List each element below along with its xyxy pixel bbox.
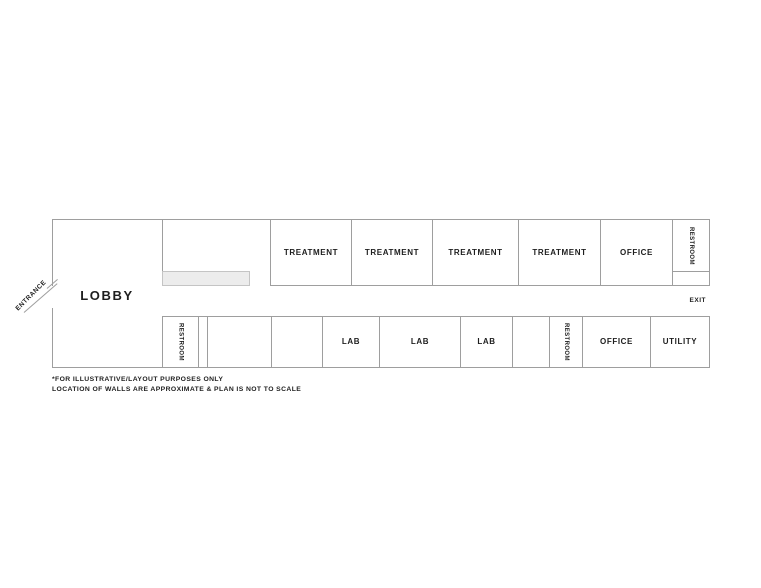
wall-segment [271, 316, 272, 368]
wall-segment [270, 285, 710, 286]
wall-segment [52, 367, 709, 368]
room-label-lab-3: LAB [477, 337, 496, 346]
reception-counter [162, 271, 250, 286]
room-label-restroom-bottom-right: RESTROOM [563, 322, 569, 361]
wall-segment [582, 316, 583, 368]
wall-segment [351, 219, 352, 286]
wall-segment [672, 219, 673, 286]
exit-label: EXIT [689, 297, 706, 304]
wall-segment [549, 316, 550, 368]
room-label-lab-2: LAB [410, 337, 430, 346]
room-label-treatment-3: TREATMENT [448, 247, 503, 257]
room-label-restroom-top-right: RESTROOM [688, 226, 694, 265]
footnote: *FOR ILLUSTRATIVE/LAYOUT PURPOSES ONLY L… [52, 375, 301, 395]
wall-segment [270, 219, 271, 286]
wall-segment [650, 316, 651, 368]
wall-segment [600, 219, 601, 286]
wall-segment [460, 316, 461, 368]
wall-segment [162, 316, 163, 368]
wall-segment [672, 271, 710, 272]
room-label-treatment-4: TREATMENT [532, 247, 587, 257]
wall-segment [379, 316, 380, 368]
footnote-line-1: *FOR ILLUSTRATIVE/LAYOUT PURPOSES ONLY [52, 376, 224, 383]
wall-segment [52, 219, 709, 220]
room-label-utility: UTILITY [662, 337, 698, 346]
wall-segment [432, 219, 433, 286]
room-label-treatment-2: TREATMENT [364, 247, 420, 257]
wall-segment [322, 316, 323, 368]
wall-segment [162, 316, 710, 317]
room-label-lab-1: LAB [341, 337, 361, 346]
wall-segment [709, 316, 710, 368]
footnote-line-2: LOCATION OF WALLS ARE APPROXIMATE & PLAN… [52, 386, 302, 393]
wall-segment [162, 219, 163, 272]
wall-segment [52, 219, 53, 286]
wall-segment [52, 308, 53, 368]
room-label-office-bottom: OFFICE [600, 337, 633, 346]
entrance-label: ENTRANCE [14, 278, 48, 313]
wall-segment [518, 219, 519, 286]
wall-segment [709, 219, 710, 286]
room-label-treatment-1: TREATMENT [283, 247, 339, 257]
room-label-office-top: OFFICE [620, 247, 653, 257]
room-label-restroom-bottom-left: RESTROOM [177, 322, 184, 361]
wall-segment [207, 316, 208, 368]
wall-segment [512, 316, 513, 368]
lobby-label: LOBBY [80, 287, 134, 303]
wall-segment [198, 316, 199, 368]
